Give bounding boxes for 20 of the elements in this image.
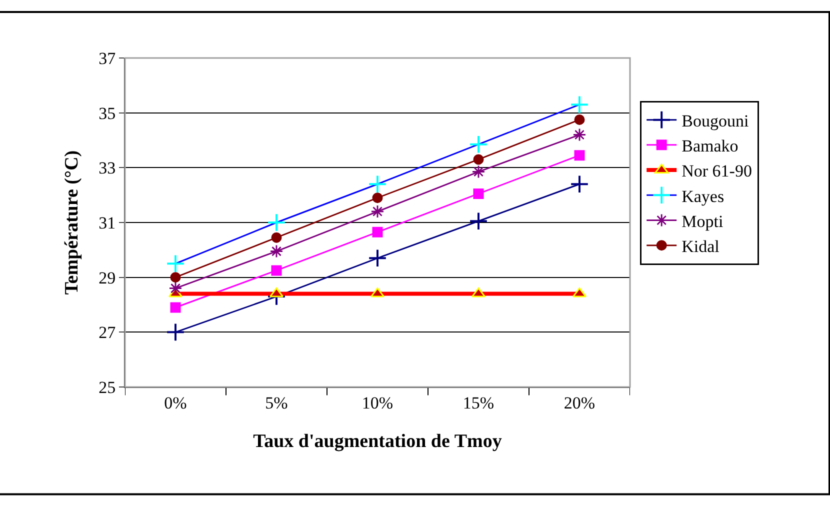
y-tick-label: 37 [98, 48, 116, 68]
y-tick-label: 25 [98, 378, 116, 397]
legend-label: Mopti [682, 212, 724, 231]
x-tick-label: 10% [362, 393, 394, 412]
legend-label: Bamako [682, 136, 738, 156]
x-tick-label: 20% [564, 393, 596, 412]
legend-label: Kayes [682, 186, 724, 206]
x-axis-title: Taux d'augmentation de Tmoy [253, 431, 502, 452]
y-tick-label: 29 [98, 268, 116, 288]
y-axis-title: Température (°C) [61, 150, 82, 295]
y-tick-label: 27 [98, 323, 116, 342]
x-tick-label: 15% [462, 393, 494, 412]
y-tick-label: 35 [98, 104, 116, 123]
x-tick-label: 0% [164, 393, 187, 412]
y-tick-label: 31 [98, 213, 116, 232]
x-tick-label: 5% [265, 393, 288, 412]
legend-label: Bougouni [682, 111, 749, 130]
y-tick-label: 33 [98, 158, 116, 178]
legend-label: Kidal [682, 236, 720, 256]
legend-label: Nor 61-90 [682, 162, 752, 181]
